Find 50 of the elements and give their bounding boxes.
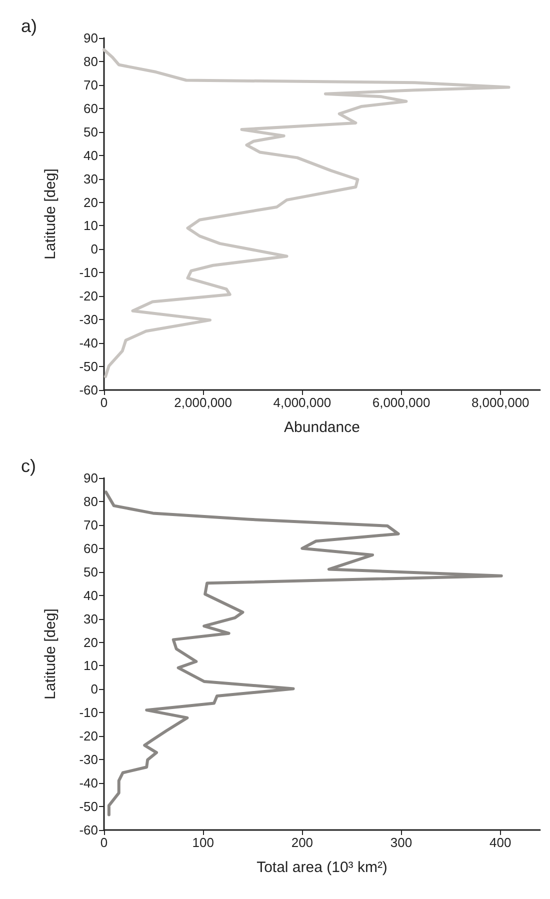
y-tick-label: -50 xyxy=(79,359,98,374)
x-tick-label: 6,000,000 xyxy=(372,395,430,410)
y-tick-label: 30 xyxy=(84,611,98,626)
x-tick-label: 4,000,000 xyxy=(273,395,332,410)
y-tick-label: 10 xyxy=(84,218,98,234)
x-tick-label: 100 xyxy=(192,835,214,850)
chart-title: c) xyxy=(21,456,36,476)
y-tick-label: 50 xyxy=(84,564,98,580)
y-tick-label: -10 xyxy=(79,265,98,280)
x-tick-label: 200 xyxy=(291,835,314,850)
x-tick-label: 2,000,000 xyxy=(174,395,232,410)
x-axis-title: Abundance xyxy=(284,419,360,436)
y-tick-label: 10 xyxy=(84,658,98,674)
x-tick-label: 400 xyxy=(490,835,512,850)
x-tick-label: 0 xyxy=(100,395,108,410)
y-tick-label: -40 xyxy=(79,336,98,351)
chart-title: a) xyxy=(21,16,38,36)
line-series xyxy=(104,490,503,816)
y-tick-label: -20 xyxy=(79,288,98,304)
y-tick-label: -30 xyxy=(79,312,98,328)
y-tick-label: -60 xyxy=(79,382,98,398)
y-tick-label: 80 xyxy=(84,494,98,509)
y-tick-label: -30 xyxy=(79,752,98,768)
y-tick-label: 70 xyxy=(84,77,98,92)
x-tick-label: 0 xyxy=(100,835,108,850)
y-tick-label: -10 xyxy=(79,705,98,720)
y-tick-label: 40 xyxy=(84,588,98,603)
x-tick-label: 8,000,000 xyxy=(471,395,530,410)
y-tick-label: 30 xyxy=(84,171,98,186)
y-tick-label: 20 xyxy=(84,194,98,210)
y-tick-label: 60 xyxy=(84,100,98,116)
y-axis-title: Latitude [deg] xyxy=(42,168,59,260)
y-tick-label: -40 xyxy=(79,776,98,791)
y-tick-label: 90 xyxy=(84,470,98,486)
line-series xyxy=(102,48,510,378)
y-tick-label: 20 xyxy=(84,634,98,650)
y-tick-label: 0 xyxy=(90,682,98,697)
y-tick-label: 50 xyxy=(84,124,98,140)
y-tick-label: 60 xyxy=(84,540,98,556)
y-tick-label: -60 xyxy=(79,822,98,838)
y-axis-title: Latitude [deg] xyxy=(42,608,59,700)
y-tick-label: 40 xyxy=(84,148,98,163)
x-tick-label: 300 xyxy=(390,835,412,850)
y-tick-label: -20 xyxy=(79,728,98,744)
y-tick-label: 80 xyxy=(84,54,98,69)
y-tick-label: 70 xyxy=(84,517,98,532)
y-tick-label: 0 xyxy=(90,242,98,257)
x-axis-title: Total area (10³ km²) xyxy=(256,859,388,876)
y-tick-label: 90 xyxy=(84,30,98,46)
y-tick-label: -50 xyxy=(79,799,98,814)
